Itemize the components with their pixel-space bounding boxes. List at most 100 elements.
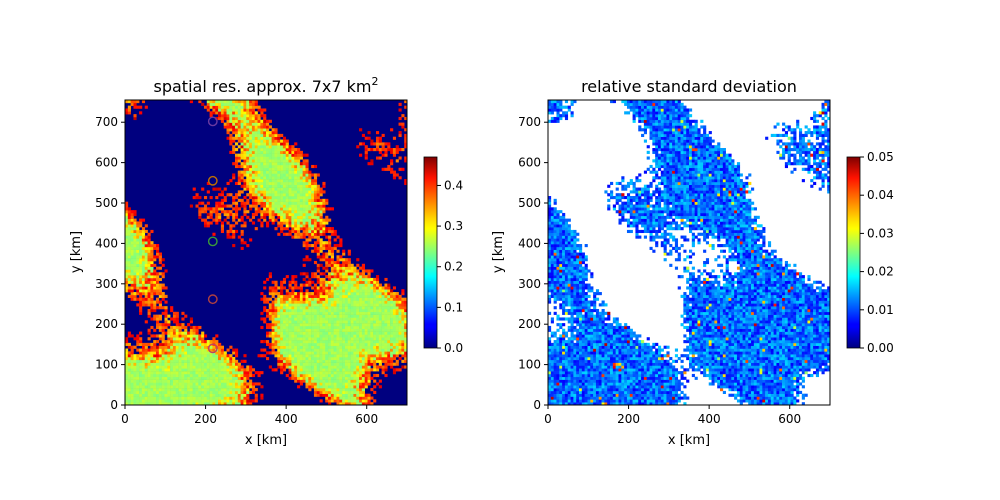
heatmap-cell bbox=[285, 196, 289, 200]
heatmap-cell bbox=[282, 351, 287, 355]
heatmap-cell bbox=[305, 210, 309, 214]
heatmap-cell bbox=[125, 204, 129, 208]
heatmap-cell bbox=[353, 371, 357, 375]
heatmap-cell bbox=[364, 365, 368, 369]
heatmap-cell bbox=[390, 292, 394, 296]
heatmap-cell bbox=[167, 365, 171, 369]
heatmap-cell bbox=[370, 362, 374, 366]
heatmap-cell bbox=[127, 371, 131, 375]
heatmap-cell bbox=[311, 342, 315, 346]
heatmap-cell bbox=[282, 221, 287, 225]
heatmap-cell bbox=[288, 331, 292, 335]
heatmap-cell bbox=[127, 238, 131, 242]
heatmap-cell bbox=[305, 204, 309, 208]
heatmap-cell bbox=[268, 345, 272, 349]
heatmap-cell bbox=[336, 263, 340, 267]
heatmap-cell bbox=[226, 382, 230, 386]
heatmap-cell bbox=[251, 201, 256, 205]
heatmap-cell bbox=[133, 354, 137, 358]
heatmap-cell bbox=[367, 396, 371, 400]
heatmap-cell bbox=[277, 342, 281, 346]
heatmap-cell bbox=[130, 224, 134, 228]
heatmap-cell bbox=[144, 105, 148, 109]
heatmap-cell bbox=[127, 396, 131, 400]
heatmap-cell bbox=[203, 218, 208, 222]
heatmap-cell bbox=[367, 286, 371, 290]
heatmap-cell bbox=[226, 402, 230, 405]
heatmap-cell bbox=[254, 114, 258, 118]
heatmap-cell bbox=[274, 187, 278, 191]
heatmap-cell bbox=[322, 190, 326, 194]
heatmap-cell bbox=[136, 385, 140, 389]
heatmap-cell bbox=[144, 292, 148, 296]
heatmap-cell bbox=[291, 303, 295, 307]
heatmap-cell bbox=[130, 229, 134, 234]
heatmap-cell bbox=[387, 148, 391, 152]
heatmap-cell bbox=[387, 300, 391, 304]
heatmap-cell bbox=[229, 139, 233, 143]
heatmap-cell bbox=[268, 176, 272, 180]
heatmap-cell bbox=[361, 263, 365, 267]
heatmap-cell bbox=[387, 359, 391, 363]
heatmap-cell bbox=[282, 320, 287, 324]
heatmap-cell bbox=[291, 162, 295, 166]
heatmap-cell bbox=[280, 187, 284, 191]
heatmap-cell bbox=[291, 340, 295, 344]
heatmap-cell bbox=[277, 224, 281, 228]
heatmap-cell bbox=[378, 286, 382, 290]
heatmap-cell bbox=[195, 340, 199, 344]
heatmap-cell bbox=[350, 388, 354, 392]
heatmap-cell bbox=[308, 331, 312, 335]
heatmap-cell bbox=[311, 340, 315, 344]
heatmap-cell bbox=[271, 303, 275, 307]
heatmap-cell bbox=[158, 289, 162, 293]
heatmap-cell bbox=[333, 325, 337, 330]
heatmap-cell bbox=[147, 390, 151, 394]
heatmap-cell bbox=[548, 255, 552, 259]
heatmap-cell bbox=[548, 297, 552, 301]
heatmap-cell bbox=[254, 156, 258, 160]
heatmap-cell bbox=[390, 356, 394, 361]
heatmap-cell bbox=[305, 170, 309, 174]
heatmap-cell bbox=[353, 368, 357, 372]
heatmap-cell bbox=[361, 272, 365, 276]
heatmap-cell bbox=[212, 207, 216, 211]
heatmap-cell bbox=[229, 229, 233, 234]
heatmap-cell bbox=[395, 328, 399, 332]
heatmap-cell bbox=[268, 201, 272, 205]
heatmap-cell bbox=[339, 342, 343, 346]
heatmap-cell bbox=[243, 396, 247, 400]
heatmap-cell bbox=[240, 139, 244, 143]
heatmap-cell bbox=[294, 221, 298, 225]
heatmap-cell bbox=[359, 323, 363, 327]
heatmap-cell bbox=[322, 224, 326, 228]
heatmap-cell bbox=[153, 373, 157, 378]
heatmap-cell bbox=[294, 224, 298, 228]
heatmap-cell bbox=[282, 148, 287, 152]
heatmap-cell bbox=[192, 362, 196, 366]
heatmap-cell bbox=[257, 153, 261, 157]
heatmap-cell bbox=[274, 300, 278, 304]
heatmap-cell bbox=[373, 362, 377, 366]
heatmap-cell bbox=[158, 292, 162, 296]
heatmap-cell bbox=[125, 342, 129, 346]
heatmap-cell bbox=[319, 246, 323, 250]
heatmap-cell bbox=[308, 187, 312, 191]
heatmap-cell bbox=[125, 354, 129, 358]
heatmap-cell bbox=[277, 300, 281, 304]
heatmap-cell bbox=[387, 345, 391, 349]
heatmap-cell bbox=[311, 224, 315, 228]
heatmap-cell bbox=[342, 388, 346, 392]
location-marker bbox=[207, 116, 218, 127]
heatmap-cell bbox=[316, 207, 320, 211]
heatmap-cell bbox=[316, 345, 320, 349]
heatmap-cell bbox=[381, 337, 385, 341]
heatmap-cell bbox=[305, 198, 309, 202]
heatmap-cell bbox=[192, 328, 196, 332]
heatmap-cell bbox=[285, 145, 289, 149]
heatmap-cell bbox=[133, 388, 137, 392]
heatmap-cell bbox=[313, 221, 318, 225]
heatmap-cell bbox=[381, 300, 385, 304]
heatmap-cell bbox=[215, 385, 219, 389]
heatmap-cell bbox=[125, 238, 129, 242]
